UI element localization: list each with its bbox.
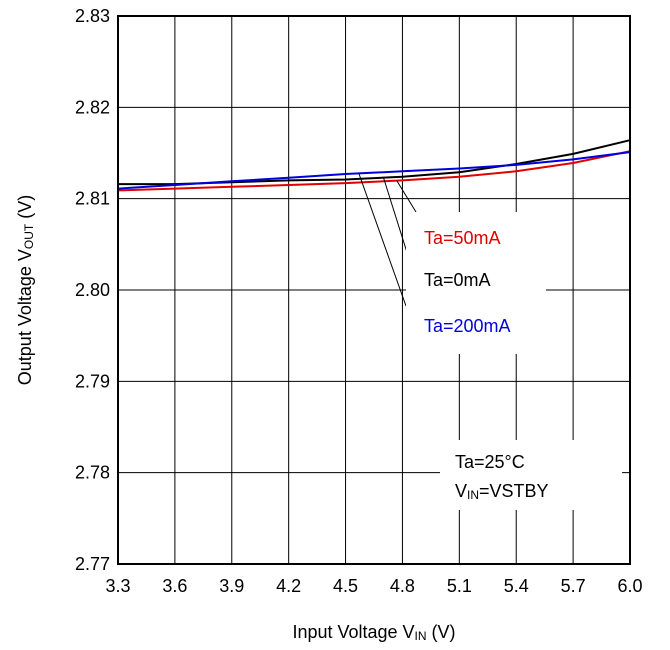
y-axis-ticks: 2.77 2.78 2.79 2.80 2.81 2.82 2.83 — [75, 6, 110, 574]
conditions-box — [440, 440, 622, 510]
condition-input-voltage: VIN=VSTBY — [455, 481, 549, 502]
series-line-0 — [117, 150, 631, 192]
series-label-50ma: Ta=50mA — [424, 228, 501, 248]
x-tick-label: 5.7 — [561, 576, 586, 596]
y-tick-label: 2.77 — [75, 554, 110, 574]
y-tick-label: 2.78 — [75, 463, 110, 483]
x-tick-label: 3.3 — [105, 576, 130, 596]
x-tick-label: 5.4 — [504, 576, 529, 596]
series-labels-backdrop — [406, 212, 546, 354]
x-axis-label: Input Voltage VIN (V) — [292, 622, 455, 643]
leader-line-1 — [383, 177, 411, 263]
leader-line-2 — [358, 173, 407, 307]
leader-line-0 — [396, 180, 417, 213]
series-label-0ma: Ta=0mA — [424, 270, 491, 290]
x-tick-label: 5.1 — [447, 576, 472, 596]
plot-area-frame — [117, 15, 631, 565]
x-tick-label: 4.8 — [390, 576, 415, 596]
x-tick-label: 4.5 — [333, 576, 358, 596]
data-series — [117, 139, 631, 192]
y-tick-label: 2.79 — [75, 371, 110, 391]
x-tick-label: 4.2 — [276, 576, 301, 596]
y-tick-label: 2.81 — [75, 189, 110, 209]
condition-temperature: Ta=25°C — [455, 452, 525, 472]
series-label-200ma: Ta=200mA — [424, 316, 511, 336]
y-axis-label: Output Voltage VOUT (V) — [15, 195, 36, 385]
y-tick-label: 2.83 — [75, 6, 110, 26]
x-tick-label: 3.6 — [162, 576, 187, 596]
x-tick-label: 3.9 — [219, 576, 244, 596]
x-tick-label: 6.0 — [617, 576, 642, 596]
series-line-2 — [117, 151, 631, 190]
label-leader-lines — [358, 173, 417, 307]
x-axis-ticks: 3.3 3.6 3.9 4.2 4.5 4.8 5.1 5.4 5.7 6.0 — [105, 576, 642, 596]
y-tick-label: 2.82 — [75, 97, 110, 117]
y-tick-label: 2.80 — [75, 280, 110, 300]
